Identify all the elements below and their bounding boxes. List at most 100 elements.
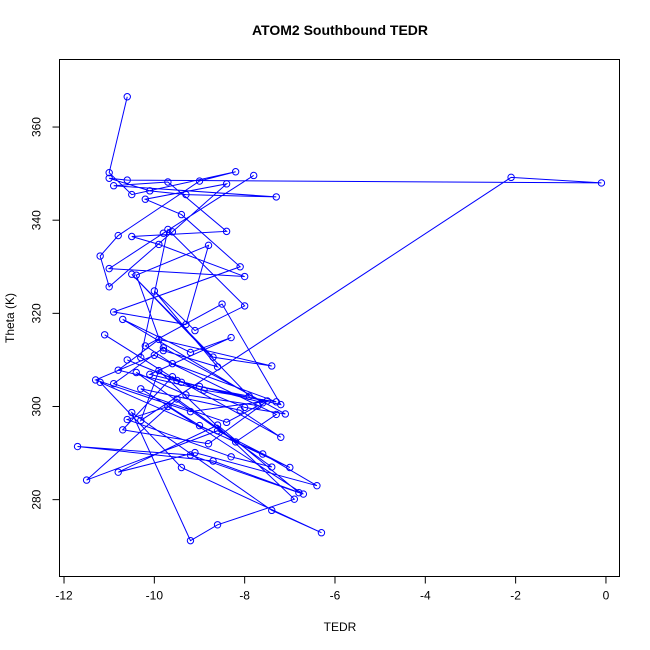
- data-point: [137, 353, 145, 362]
- data-point: [168, 372, 177, 381]
- x-tick-label: -10: [146, 589, 164, 603]
- data-point: [186, 407, 195, 416]
- data-point: [317, 529, 326, 537]
- data-point: [213, 427, 222, 435]
- data-point: [155, 240, 163, 249]
- data-point: [123, 176, 131, 184]
- data-point: [281, 410, 290, 418]
- data-point: [173, 376, 181, 385]
- data-point: [123, 93, 131, 101]
- data-point: [123, 415, 131, 424]
- data-point: [159, 344, 168, 352]
- data-point: [213, 521, 222, 529]
- data-point: [146, 187, 154, 195]
- data-point: [272, 410, 280, 419]
- data-point: [168, 359, 177, 368]
- data-point: [137, 385, 145, 393]
- x-tick-label: -12: [55, 589, 73, 603]
- data-point: [204, 241, 213, 250]
- data-point: [286, 463, 294, 472]
- data-point: [119, 315, 127, 324]
- data-point: [272, 193, 280, 201]
- data-point: [204, 440, 213, 448]
- data-point: [137, 416, 145, 425]
- x-tick-label: 0: [603, 589, 610, 603]
- data-point: [200, 386, 208, 394]
- data-point: [105, 174, 113, 182]
- data-point: [155, 335, 163, 344]
- data-point: [177, 210, 186, 219]
- data-point: [177, 463, 186, 472]
- data-point: [109, 182, 118, 190]
- data-point: [277, 433, 285, 441]
- data-point: [132, 368, 140, 377]
- data-point: [268, 362, 276, 370]
- data-point: [263, 397, 271, 405]
- data-point: [186, 348, 195, 357]
- data-point: [105, 264, 113, 273]
- data-point: [168, 228, 177, 236]
- data-point: [249, 171, 258, 180]
- data-point: [236, 263, 244, 271]
- data-point: [114, 468, 122, 476]
- data-point: [231, 168, 240, 176]
- data-point: [240, 272, 249, 281]
- data-point: [123, 356, 131, 364]
- y-tick-label: 300: [30, 396, 44, 416]
- x-tick-label: -6: [330, 589, 341, 603]
- y-tick-label: 340: [30, 210, 44, 230]
- data-point: [128, 232, 136, 241]
- data-point: [245, 392, 253, 400]
- data-point: [222, 180, 231, 188]
- data-point: [268, 463, 276, 471]
- data-point: [164, 225, 172, 234]
- data-point: [218, 300, 226, 308]
- data-point: [159, 346, 168, 355]
- data-point: [295, 488, 303, 497]
- data-point: [146, 370, 154, 379]
- data-point: [91, 376, 100, 384]
- data-point: [119, 426, 127, 434]
- data-point: [173, 395, 181, 403]
- data-point: [159, 229, 168, 237]
- data-point: [299, 490, 308, 498]
- y-tick-label: 320: [30, 303, 44, 323]
- y-tick-label: 280: [30, 489, 44, 509]
- data-point: [195, 421, 204, 430]
- data-point: [141, 342, 150, 350]
- data-point: [277, 400, 285, 409]
- data-point: [182, 391, 190, 399]
- x-axis: -12 -10 -8 -6 -4 -2 0: [55, 576, 610, 603]
- y-axis: 280 300 320 340 360: [30, 117, 60, 510]
- y-tick-label: 360: [30, 117, 44, 137]
- data-point: [128, 190, 136, 199]
- data-point: [105, 283, 113, 291]
- data-point: [155, 366, 163, 375]
- data-point: [191, 448, 199, 457]
- data-point: [82, 476, 91, 484]
- data-point: [114, 366, 122, 374]
- data-point: [313, 481, 321, 490]
- data-point: [164, 178, 172, 186]
- data-point: [177, 378, 186, 386]
- chart-title: ATOM2 Southbound TEDR: [252, 22, 428, 38]
- data-point: [182, 190, 190, 199]
- data-point: [128, 270, 136, 278]
- data-point: [150, 351, 159, 359]
- y-axis-label: Theta (K): [3, 293, 17, 343]
- data-point: [191, 326, 199, 335]
- series-line: [77, 96, 602, 542]
- data-point: [259, 450, 267, 458]
- data-point: [254, 401, 262, 410]
- points-layer: [73, 93, 606, 545]
- data-point: [222, 418, 231, 427]
- data-point: [141, 195, 150, 203]
- plot-frame: [59, 59, 620, 577]
- data-point: [114, 231, 122, 240]
- data-point: [150, 287, 159, 295]
- data-point: [73, 442, 82, 451]
- data-point: [182, 320, 190, 329]
- series-layer: [77, 96, 602, 542]
- data-point: [209, 457, 217, 465]
